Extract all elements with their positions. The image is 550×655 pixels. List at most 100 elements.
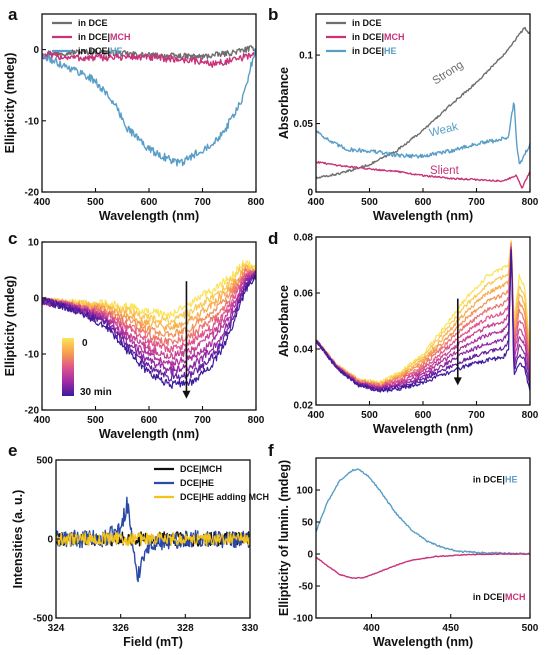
y-tick-label: -10 (25, 350, 40, 361)
x-tick-label: 600 (415, 410, 432, 421)
time-series-line-10 (42, 274, 256, 389)
y-tick-label: 100 (296, 486, 313, 497)
y-axis-label: Ellipticity (mdeg) (3, 276, 17, 377)
legend-label: in DCE (352, 18, 382, 28)
legend-label: in DCE|MCH (352, 32, 405, 42)
y-tick-label: 10 (28, 238, 40, 249)
legend-label: DCE|MCH (180, 464, 222, 474)
y-tick-label: -10 (25, 116, 40, 127)
x-tick-label: 600 (415, 197, 432, 208)
colorbar (62, 338, 74, 396)
plot-area (42, 45, 256, 167)
y-tick-label: 0.1 (299, 51, 313, 62)
y-tick-label: 0.02 (294, 401, 314, 412)
x-axis-label: Wavelength (nm) (373, 209, 473, 223)
series-line-blue (316, 102, 530, 165)
y-tick-label: 0.04 (294, 345, 314, 356)
series-line-pink (316, 160, 530, 189)
y-tick-label: -20 (25, 188, 40, 199)
series-line-gray (316, 26, 530, 180)
x-tick-label: 400 (363, 623, 380, 634)
x-axis-label: Wavelength (nm) (99, 427, 199, 441)
x-tick-label: 328 (177, 623, 194, 634)
x-tick-label: 400 (308, 410, 325, 421)
x-tick-label: 500 (87, 415, 104, 426)
trend-arrow-head (182, 390, 191, 399)
x-tick-label: 400 (308, 197, 325, 208)
series-label: in DCE|MCH (473, 592, 526, 602)
legend-text: in DCE (352, 18, 382, 28)
legend-label: in DCE (78, 18, 108, 28)
y-tick-label: -50 (299, 582, 314, 593)
x-tick-label: 450 (442, 623, 459, 634)
colorbar-end-label: 30 min (80, 387, 112, 398)
series-line-gray (42, 45, 256, 60)
x-tick-label: 600 (141, 415, 158, 426)
y-tick-label: 0.08 (294, 233, 314, 244)
panel-label-a: a (8, 5, 18, 24)
legend-text-accent: HE (384, 46, 397, 56)
y-axis-label: Absorbance (277, 67, 291, 139)
legend-text: DCE|MCH (180, 464, 222, 474)
legend-text: in DCE (78, 18, 108, 28)
trend-arrow-head (453, 377, 462, 386)
legend-text: DCE|HE (180, 478, 214, 488)
legend-label: DCE|HE adding MCH (180, 492, 269, 502)
y-tick-label: 50 (302, 518, 314, 529)
panel-d: d 400 500 600 700 800 0.02 0.04 0.06 0.08 Waveleng… (268, 229, 539, 436)
x-axis-label: Wavelength (nm) (373, 635, 473, 649)
legend-text: in DCE| (352, 46, 384, 56)
y-tick-label: 0.05 (294, 119, 314, 130)
time-series-line-9 (42, 273, 256, 382)
y-axis-label: Ellipticity of lumin. (mdeg) (277, 460, 291, 616)
series-label-text: in DCE| (473, 474, 505, 484)
x-axis-label: Wavelength (nm) (373, 422, 473, 436)
panel-c: c 400 500 600 700 800 -20 -10 0 10 Wavelength (nm)… (3, 229, 265, 441)
x-tick-label: 400 (34, 415, 51, 426)
panel-label-d: d (268, 229, 278, 248)
series-label: in DCE|HE (473, 474, 518, 484)
series-label-text: in DCE| (473, 592, 505, 602)
x-tick-label: 326 (112, 623, 129, 634)
time-series-line-10 (316, 249, 530, 393)
colorbar-start-label: 0 (82, 338, 88, 349)
x-tick-label: 500 (361, 197, 378, 208)
x-tick-label: 700 (468, 410, 485, 421)
x-tick-label: 500 (361, 410, 378, 421)
legend-text-accent: MCH (110, 32, 131, 42)
y-tick-label: 0 (307, 188, 313, 199)
y-tick-label: 0.06 (294, 289, 314, 300)
series-line-blue (42, 48, 256, 167)
x-tick-label: 400 (34, 197, 51, 208)
x-tick-label: 500 (87, 197, 104, 208)
series-line-pink (316, 552, 530, 580)
x-tick-label: 800 (248, 197, 265, 208)
plot-frame (41, 13, 257, 193)
panel-a: a 400 500 600 700 800 -20 -10 0 Wavelength (nm) El… (3, 5, 265, 223)
time-series-line-1 (316, 241, 530, 386)
series-label-accent: HE (505, 474, 518, 484)
series-label-accent: MCH (505, 592, 526, 602)
y-tick-label: -100 (293, 614, 313, 625)
x-tick-label: 700 (194, 415, 211, 426)
y-tick-label: 500 (36, 456, 53, 467)
panel-label-c: c (8, 229, 17, 248)
x-tick-label: 700 (194, 197, 211, 208)
plot-area (42, 259, 256, 389)
legend-text: DCE|HE adding MCH (180, 492, 269, 502)
x-tick-label: 800 (522, 197, 539, 208)
series-line-pink (42, 51, 256, 68)
y-tick-label: 0 (33, 294, 39, 305)
panel-f: f 400 450 500 -100 -50 0 50 100 Wavelength (nm) El… (268, 441, 539, 649)
plot-frame (315, 457, 531, 619)
y-axis-label: Absorbance (277, 285, 291, 357)
y-tick-label: -20 (25, 406, 40, 417)
legend-label: in DCE|HE (78, 46, 123, 56)
y-axis-label: Ellipticity (mdeg) (3, 53, 17, 154)
panel-b: b 400 500 600 700 800 0 0.05 0.1 Wavelength (nm) A… (268, 5, 539, 223)
legend-text: in DCE| (78, 32, 110, 42)
legend-label: DCE|HE (180, 478, 214, 488)
x-tick-label: 324 (48, 623, 65, 634)
series-line-yellow (56, 532, 250, 546)
